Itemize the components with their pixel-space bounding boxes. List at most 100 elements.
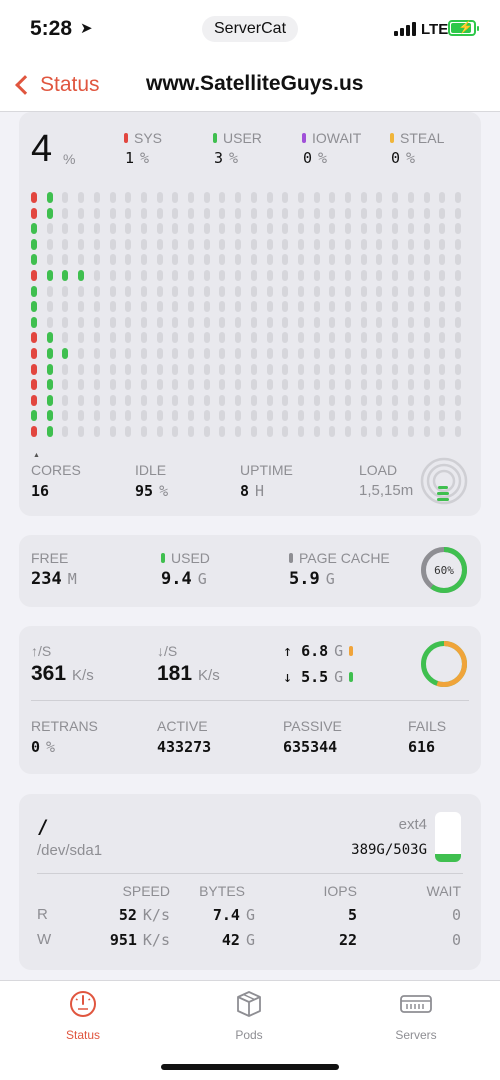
cpu-history-cell [109,316,116,328]
cpu-history-cell [156,332,163,344]
cpu-history-cell [439,316,446,328]
cpu-history-cell [219,394,226,406]
cpu-history-cell [360,426,367,437]
cpu-history-cell [188,410,194,422]
cpu-history-cell [423,254,430,266]
cpu-history-cell [78,316,85,328]
cpu-history-cell [188,254,194,266]
cpu-history-cell [345,254,351,266]
cpu-history-cell [250,332,257,344]
cpu-history-cell [125,238,132,250]
cpu-history-cell [31,348,37,359]
network-card[interactable]: ↑/S 361 K/s ↓/S 181 K/s ↑ 6.8 G ↓ 5.5 G RETR… [19,626,481,774]
cpu-history-cell [282,285,289,297]
tab-servers[interactable]: Servers [356,989,476,1042]
cpu-history-cell [219,379,226,391]
tab-bar: Status Pods Servers [0,980,500,1080]
cpu-history-cell [46,316,53,328]
cpu-history-cell [235,254,242,266]
cpu-history-cell [62,348,69,359]
app-name-pill[interactable]: ServerCat [202,16,299,42]
legend-color-dot [213,133,217,143]
cpu-history-cell [345,192,351,203]
cpu-history-cell [407,207,414,219]
cpu-history-cell [125,270,132,281]
cpu-history-cell [62,254,69,266]
cpu-history-cell [250,223,257,235]
cpu-history-cell [313,223,320,235]
cpu-history-cell [297,301,304,313]
cpu-history-cell [329,363,336,375]
cpu-history-cell [392,348,399,359]
cpu-history-cell [219,316,226,328]
disk-row-label: R [37,906,48,923]
cpu-history-cell [219,238,226,250]
cpu-history-cell [109,394,116,406]
cpu-history-cell [454,332,461,344]
cpu-history-cell [235,285,242,297]
cpu-history-cell [250,426,257,437]
cpu-history-cell [109,285,116,297]
cpu-history-cell [423,426,430,437]
cpu-history-cell [454,301,461,313]
cpu-history-cell [297,410,304,422]
cpu-legend-steal: STEAL [390,130,444,146]
cpu-history-cell [125,332,132,344]
net-stat-value: 616 [408,738,436,756]
cpu-history-cell [423,410,430,422]
cpu-history-cell [46,410,53,422]
disk-column-header: IOPS [323,883,357,899]
cpu-history-cell [297,285,304,297]
cpu-history-cell [439,270,446,281]
cpu-history-cell [376,394,383,406]
disk-card[interactable]: / /dev/sda1 ext4 389G/503G SPEED BYTES IOP… [19,794,481,970]
cpu-history-cell [454,270,461,281]
cpu-history-cell [203,207,210,219]
cpu-history-cell [31,207,37,219]
cpu-history-cell [62,379,69,391]
tab-label: Pods [235,1028,263,1042]
cpu-history-cell [266,410,273,422]
cpu-history-cell [297,270,304,281]
net-stat-label: PASSIVE [283,718,342,734]
cpu-history-cell [250,238,257,250]
cpu-history-cell [376,301,383,313]
cpu-history-cell [172,270,179,281]
cpu-history-cell [62,316,69,328]
cpu-history-cell [250,301,257,313]
cpu-history-cell [407,410,414,422]
cpu-history-cell [31,394,37,406]
cpu-history-cell [188,301,194,313]
tab-pods[interactable]: Pods [189,989,309,1042]
cpu-history-cell [313,332,320,344]
cpu-history-cell [93,254,100,266]
cpu-history-cell [156,379,163,391]
back-button[interactable]: Status [12,71,100,99]
memory-card[interactable]: FREE 234 M USED 9.4 G PAGE CACHE 5.9 G 60% [19,535,481,607]
cpu-history-cell [188,223,194,235]
cpu-history-cell [235,192,242,203]
memory-page-cache-label: PAGE CACHE [289,550,390,566]
cpu-history-cell [407,316,414,328]
cpu-history-cell [250,285,257,297]
cpu-history-cell [203,332,210,344]
cpu-history-cell [313,394,320,406]
cpu-history-cell [109,348,116,359]
cpu-history-cell [188,285,194,297]
cpu-history-cell [360,332,367,344]
cpu-history-cell [250,379,257,391]
cpu-history-cell [392,426,399,437]
cpu-history-cell [329,207,336,219]
cpu-history-cell [345,207,351,219]
cpu-history-cell [93,316,100,328]
cpu-history-cell [78,379,85,391]
cpu-history-cell [93,270,100,281]
cpu-total-value: 4 [31,128,53,170]
net-stat-label: ACTIVE [157,718,208,734]
download-speed-value: 181 K/s [157,662,220,685]
memory-used-label: USED [161,550,210,566]
tab-status[interactable]: Status [23,989,143,1042]
cpu-card[interactable]: 4 % SYS 1% USER 3% IOWAIT 0% STEAL 0% ▲ CORES 16… [19,112,481,516]
cpu-history-cell [423,363,430,375]
